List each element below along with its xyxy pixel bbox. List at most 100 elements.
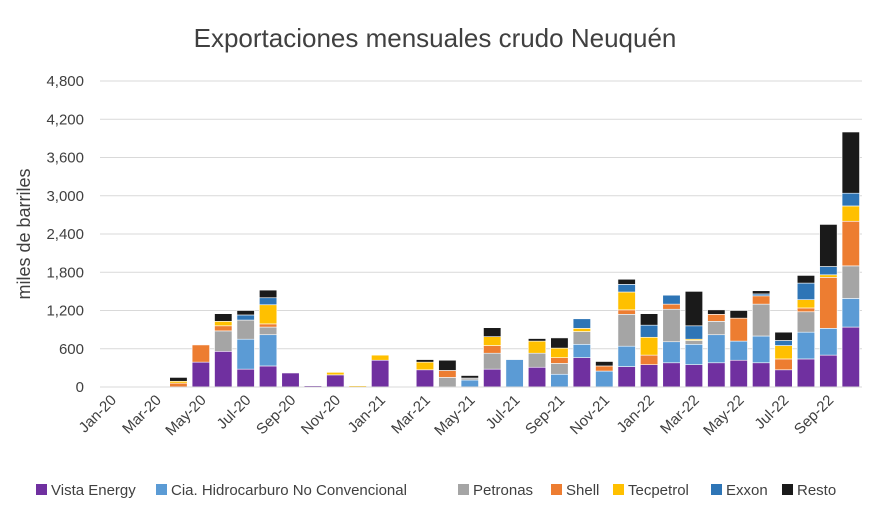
legend-swatch [458, 484, 469, 495]
x-tick-label: Sep-21 [522, 392, 568, 438]
bar-segment [640, 324, 659, 338]
legend-swatch [156, 484, 167, 495]
bar-segment [483, 327, 502, 337]
legend-item: Resto [782, 482, 836, 499]
bar-segment [819, 277, 838, 329]
x-tick-label: Jul-20 [214, 392, 255, 433]
legend-swatch [613, 484, 624, 495]
legend-label: Exxon [726, 482, 768, 499]
y-tick-label: 1,200 [46, 303, 84, 320]
bar-segment [191, 344, 210, 363]
x-tick-label: Jan-21 [345, 392, 389, 436]
bar-segment [819, 274, 838, 278]
bar-segment [527, 340, 547, 354]
x-tick-label: May-20 [162, 392, 209, 439]
y-tick-label: 0 [76, 379, 84, 396]
chart-title: Exportaciones mensuales crudo Neuquén [194, 23, 677, 53]
bar-segment [841, 205, 860, 222]
bar-segment [684, 343, 703, 365]
bar-segment [707, 334, 726, 364]
bar-segment [326, 374, 345, 388]
bar-segment [752, 362, 771, 388]
y-tick-label: 1,800 [46, 264, 84, 281]
bar-segment [259, 365, 278, 388]
bar-segment [259, 297, 278, 306]
bar-segment [819, 354, 838, 388]
bar-segment [214, 313, 233, 322]
bar-segment [796, 358, 816, 388]
bar-segment [841, 326, 860, 388]
bar-segment [236, 310, 255, 316]
x-tick-label: Sep-22 [791, 392, 837, 438]
bar-segment [640, 364, 659, 388]
bar-segment [617, 291, 636, 311]
bar-segment [841, 265, 860, 299]
bar-segment [415, 369, 435, 388]
bar-segment [483, 345, 502, 354]
bar-segment [438, 359, 457, 371]
bar-segment [774, 369, 793, 388]
x-tick-label: Jul-21 [483, 392, 524, 433]
bar-segment [550, 347, 569, 358]
bar-segment [617, 278, 636, 285]
y-tick-label: 600 [59, 341, 84, 358]
bar-segment [729, 359, 748, 388]
legend-item: Exxon [711, 482, 768, 499]
legend: Vista Energy Cia. Hidrocarburo No Convenc… [36, 482, 836, 499]
legend-swatch [551, 484, 562, 495]
bar-segment [438, 370, 457, 378]
x-tick-label: Jul-22 [751, 392, 792, 433]
bar-segment [371, 359, 390, 388]
x-tick-label: Mar-20 [119, 392, 165, 438]
bar-segment [572, 331, 591, 345]
bar-segment [595, 370, 614, 388]
bar-segment [684, 340, 703, 345]
bar-segment [640, 313, 659, 326]
bar-segment [438, 377, 457, 388]
bar-segment [662, 362, 681, 388]
legend-label: Tecpetrol [628, 482, 689, 499]
x-tick-label: Nov-21 [567, 392, 613, 438]
bar-segment [550, 363, 569, 375]
bar-segment [595, 361, 614, 367]
bar-segment [415, 359, 435, 363]
bar-segment [572, 343, 591, 358]
bars [169, 131, 860, 388]
bar-segment [684, 325, 703, 340]
legend-label: Cia. Hidrocarburo No Convencional [171, 482, 407, 499]
bar-segment [707, 362, 726, 388]
bar-segment [662, 341, 681, 364]
legend-label: Vista Energy [51, 482, 136, 499]
bar-segment [640, 336, 659, 356]
bar-segment [214, 325, 233, 332]
x-tick-label: Jan-22 [613, 392, 657, 436]
legend-label: Resto [797, 482, 836, 499]
y-tick-label: 3,000 [46, 188, 84, 205]
bar-segment [617, 309, 636, 315]
bar-segment [707, 309, 726, 315]
bar-segment [684, 291, 703, 327]
y-tick-labels: 0 600 1,200 1,800 2,400 3,000 3,600 4,200 4,800 [46, 73, 84, 396]
bar-segment [550, 337, 569, 349]
bar-segment [259, 304, 278, 325]
bar-segment [572, 357, 591, 388]
bar-segment [326, 372, 345, 376]
y-tick-label: 4,800 [46, 73, 84, 90]
bar-segment [572, 318, 591, 329]
bar-segment [684, 364, 703, 388]
bar-segment [259, 334, 278, 367]
bar-segment [527, 338, 547, 342]
legend-swatch [782, 484, 793, 495]
bar-segment [707, 321, 726, 336]
bar-segment [415, 361, 435, 371]
legend-swatch [711, 484, 722, 495]
bar-segment [259, 289, 278, 299]
bar-segment [774, 358, 793, 371]
bar-segment [259, 323, 278, 328]
y-axis-label: miles de barriles [14, 168, 34, 299]
bar-segment [191, 361, 210, 388]
bar-segment [752, 290, 771, 295]
legend-item: Shell [551, 482, 599, 499]
bar-segment [796, 282, 816, 300]
